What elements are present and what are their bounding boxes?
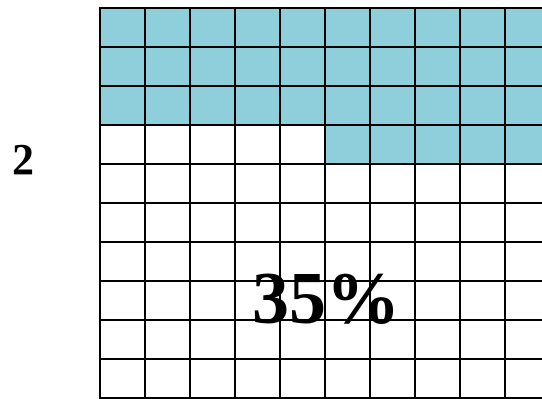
grid-cell-empty (459, 358, 506, 399)
grid-cell-shaded (459, 46, 506, 87)
grid-cell-shaded (234, 7, 281, 48)
grid-cell-shaded (189, 85, 236, 126)
grid-cell-empty (189, 319, 236, 360)
grid-cell-empty (234, 319, 281, 360)
grid-cell-empty (504, 202, 542, 243)
grid-cell-empty (459, 319, 506, 360)
grid-cell-shaded (504, 7, 542, 48)
grid-cell-empty (189, 241, 236, 282)
grid-cell-empty (99, 358, 146, 399)
grid-cell-shaded (369, 7, 416, 48)
grid-cell-empty (189, 202, 236, 243)
grid-cell-empty (189, 163, 236, 204)
grid-cell-empty (369, 163, 416, 204)
grid-cell-empty (99, 202, 146, 243)
grid-cell-empty (99, 163, 146, 204)
grid-cell-empty (279, 202, 326, 243)
grid-cell-shaded (414, 85, 461, 126)
side-number-label: 2 (12, 135, 34, 184)
grid-cell-shaded (324, 85, 371, 126)
grid-cell-empty (279, 163, 326, 204)
grid-cell-empty (234, 124, 281, 165)
grid-cell-empty (324, 241, 371, 282)
grid-cell-empty (234, 163, 281, 204)
grid-cell-empty (99, 319, 146, 360)
grid-cell-empty (369, 358, 416, 399)
grid-cell-shaded (234, 85, 281, 126)
grid-cell-empty (324, 319, 371, 360)
grid-cell-empty (504, 319, 542, 360)
grid-cell-shaded (279, 7, 326, 48)
grid-cell-empty (99, 280, 146, 321)
grid-cell-empty (279, 319, 326, 360)
grid-cell-shaded (414, 124, 461, 165)
grid-cell-empty (144, 202, 191, 243)
grid-cell-shaded (189, 46, 236, 87)
grid-cell-empty (189, 124, 236, 165)
grid-cell-empty (279, 358, 326, 399)
grid-cell-empty (459, 163, 506, 204)
grid-cell-shaded (99, 85, 146, 126)
grid-cell-shaded (459, 7, 506, 48)
grid-cell-empty (144, 163, 191, 204)
grid-cell-empty (414, 319, 461, 360)
grid-cell-shaded (369, 46, 416, 87)
grid-cell-shaded (279, 85, 326, 126)
grid-cell-empty (144, 280, 191, 321)
grid-cell-empty (144, 319, 191, 360)
grid-cell-empty (414, 280, 461, 321)
grid-cell-empty (144, 358, 191, 399)
grid-cell-empty (324, 163, 371, 204)
grid-cell-shaded (504, 46, 542, 87)
grid-cell-shaded (234, 46, 281, 87)
grid-cell-shaded (414, 7, 461, 48)
grid-cell-shaded (414, 46, 461, 87)
grid-cell-shaded (369, 85, 416, 126)
grid-cell-empty (459, 241, 506, 282)
grid-cell-empty (504, 358, 542, 399)
grid-cell-empty (414, 163, 461, 204)
grid-cell-empty (234, 280, 281, 321)
percent-label: 35% (252, 258, 400, 340)
grid-cell-empty (459, 280, 506, 321)
grid-cell-shaded (99, 7, 146, 48)
grid-cell-shaded (459, 85, 506, 126)
grid-cell-empty (234, 202, 281, 243)
grid-cell-empty (369, 280, 416, 321)
grid-cell-shaded (504, 85, 542, 126)
grid-cell-shaded (324, 7, 371, 48)
grid-cell-empty (414, 241, 461, 282)
grid-cell-shaded (99, 46, 146, 87)
grid-cell-empty (324, 202, 371, 243)
grid-cell-empty (504, 163, 542, 204)
grid-cell-empty (324, 358, 371, 399)
grid-cell-shaded (504, 124, 542, 165)
grid-cell-shaded (144, 46, 191, 87)
grid-cell-shaded (324, 46, 371, 87)
grid-cell-empty (504, 280, 542, 321)
grid-cell-empty (144, 241, 191, 282)
grid-cell-empty (99, 124, 146, 165)
grid-cell-empty (414, 202, 461, 243)
grid-cell-shaded (189, 7, 236, 48)
grid-cell-shaded (369, 124, 416, 165)
grid-cell-shaded (144, 85, 191, 126)
grid-cell-shaded (324, 124, 371, 165)
grid-cell-empty (234, 358, 281, 399)
grid-cell-empty (414, 358, 461, 399)
grid-cell-empty (369, 202, 416, 243)
grid-cell-empty (189, 358, 236, 399)
grid-cell-empty (459, 202, 506, 243)
grid-cell-empty (324, 280, 371, 321)
grid-cell-shaded (279, 46, 326, 87)
grid-cell-shaded (459, 124, 506, 165)
grid-cell-shaded (144, 7, 191, 48)
grid-cell-empty (144, 124, 191, 165)
grid-cell-empty (189, 280, 236, 321)
grid-cell-empty (504, 241, 542, 282)
grid-cell-empty (99, 241, 146, 282)
grid-cell-empty (279, 124, 326, 165)
